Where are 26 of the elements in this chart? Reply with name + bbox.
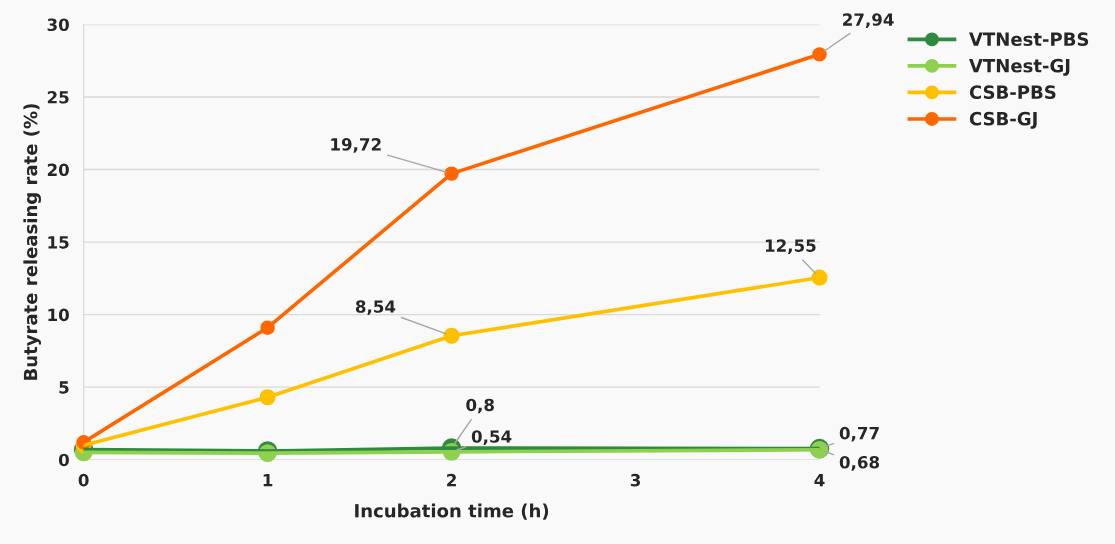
x-tick-label: 0 [78, 473, 89, 487]
y-tick-label: 25 [47, 90, 69, 104]
legend-label: CSB-GJ [969, 111, 1037, 129]
x-tick-label: 1 [263, 474, 273, 487]
data-label: 0,54 [471, 430, 512, 445]
data-label: 8,54 [355, 300, 396, 315]
data-label: 12,55 [765, 239, 816, 255]
data-label: 27,94 [843, 13, 894, 28]
y-tick-label: 30 [47, 18, 69, 32]
y-tick-label: 10 [48, 308, 69, 322]
y-tick-label: 0 [58, 453, 69, 467]
legend-label: VTNest-PBS [969, 32, 1089, 46]
data-label: 0,8 [466, 398, 494, 414]
x-tick-label: 2 [447, 473, 456, 487]
y-axis-title: Butyrate releasing rate (%) [23, 104, 41, 380]
x-tick-label: 3 [630, 473, 641, 487]
y-tick-label: 20 [47, 163, 69, 177]
legend-label: CSB-PBS [969, 85, 1056, 100]
y-tick-label: 15 [48, 236, 69, 249]
data-label: 19,72 [331, 138, 381, 153]
data-label: 0,68 [839, 455, 880, 471]
data-label: 0,77 [839, 426, 879, 442]
legend-label: VTNest-GJ [969, 58, 1070, 76]
x-axis-title: Incubation time (h) [355, 503, 549, 520]
y-tick-label: 5 [59, 381, 69, 394]
x-tick-label: 4 [814, 474, 825, 487]
